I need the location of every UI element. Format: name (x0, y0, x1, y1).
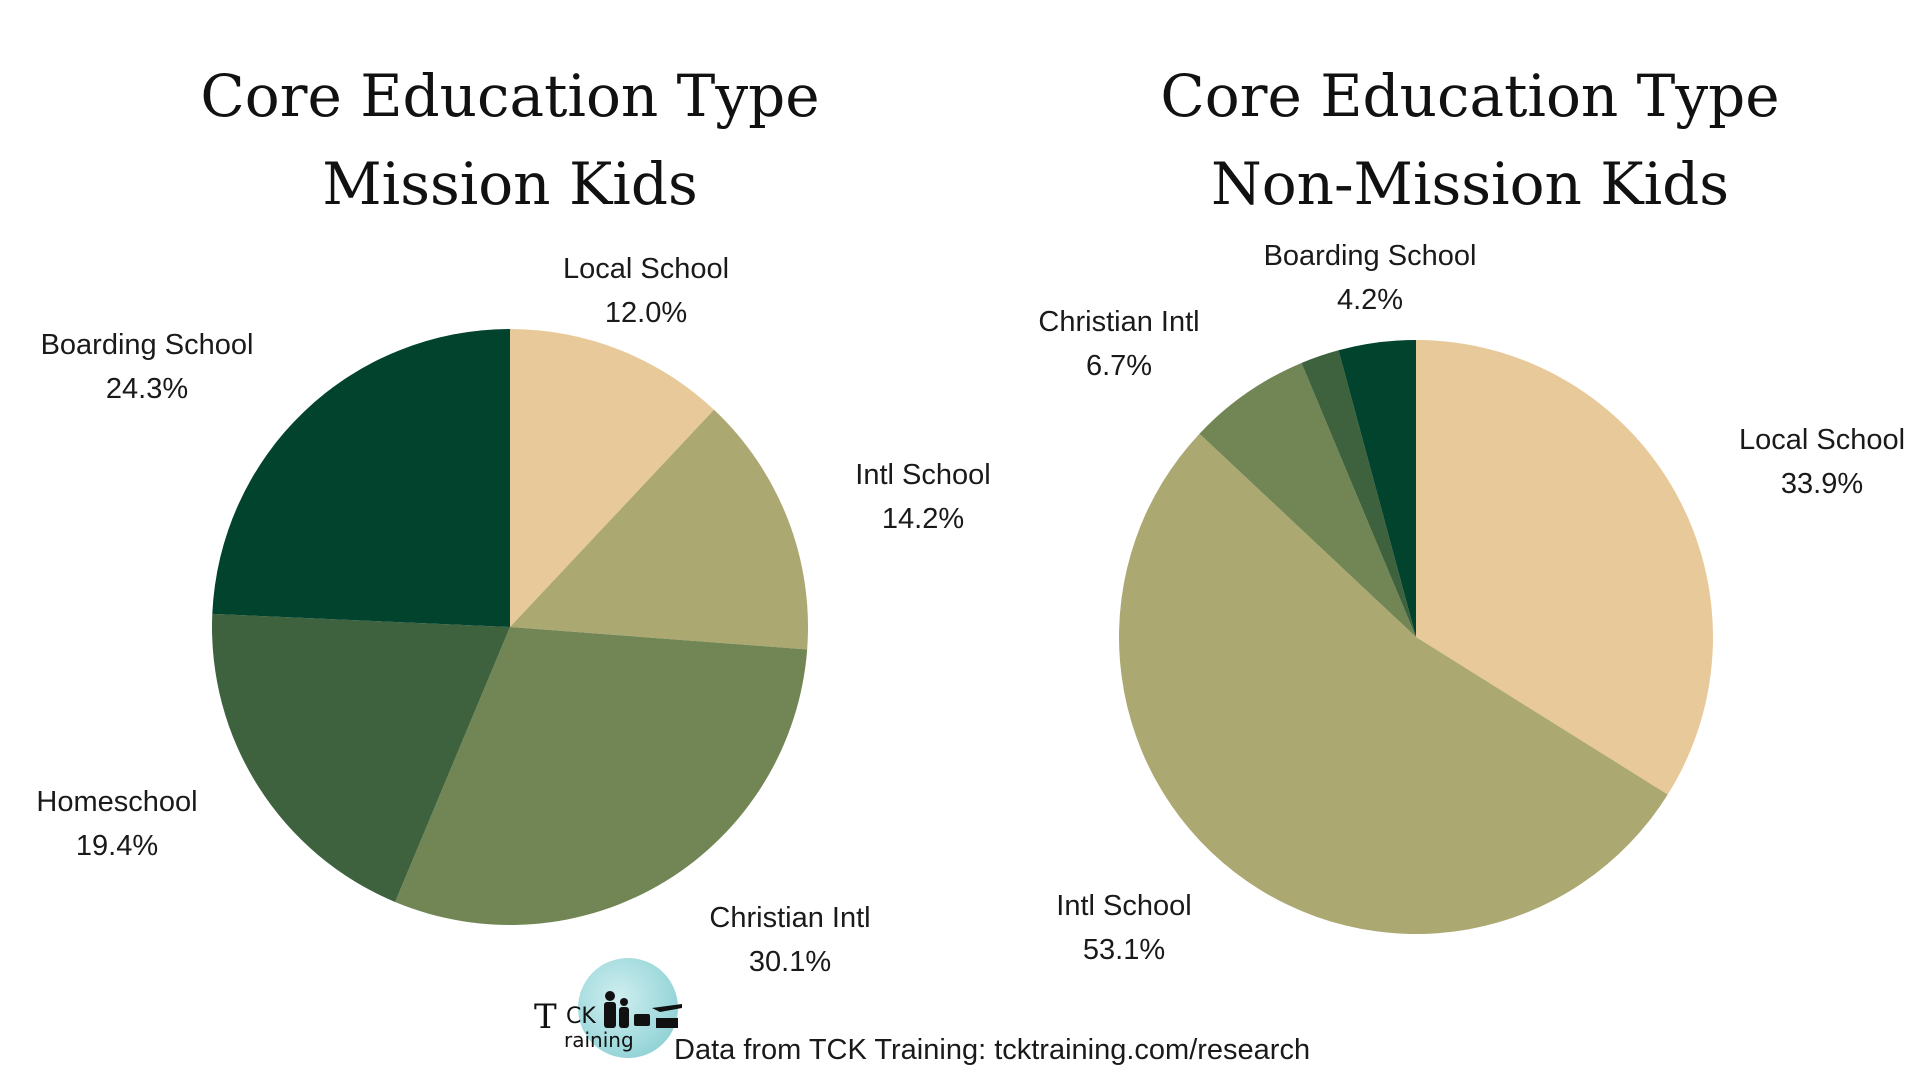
slice-value-label-1-intl-school: 53.1% (1083, 934, 1165, 966)
pie-slice-1-christian-intl (1199, 362, 1416, 637)
title-line-2: Mission Kids (322, 150, 698, 218)
pie-slice-0-homeschool (212, 613, 510, 902)
slice-value-label-0-christian-intl: 30.1% (749, 946, 831, 978)
chart-title-non-mission-kids: Core Education Type Non-Mission Kids (1090, 52, 1850, 228)
pie-slice-1-local-school (1416, 340, 1713, 795)
title-line-1: Core Education Type (200, 62, 820, 130)
pie-slice-0-local-school (510, 329, 714, 627)
slice-value-label-0-local-school: 12.0% (605, 297, 687, 329)
pie-slice-0-boarding-school (212, 329, 510, 627)
tck-training-logo: T CK raining (534, 958, 684, 1068)
slice-value-label-1-christian-intl: 6.7% (1086, 350, 1152, 382)
logo-letter-t: T (534, 997, 557, 1037)
slice-name-label-1-intl-school: Intl School (1056, 890, 1191, 922)
data-source-footer: Data from TCK Training: tcktraining.com/… (674, 1034, 1311, 1066)
slice-name-label-0-intl-school: Intl School (855, 459, 990, 491)
pie-slice-1-intl-school (1118, 433, 1668, 935)
slice-name-label-0-christian-intl: Christian Intl (709, 902, 870, 934)
slice-value-label-1-local-school: 33.9% (1781, 468, 1863, 500)
chart-title-mission-kids: Core Education Type Mission Kids (130, 52, 890, 228)
slice-value-label-0-homeschool: 19.4% (76, 830, 158, 862)
pie-slice-0-christian-intl (395, 627, 808, 925)
title-line-2: Non-Mission Kids (1210, 150, 1730, 218)
slice-value-label-0-intl-school: 14.2% (882, 503, 964, 535)
logo-word-training: raining (564, 1028, 634, 1052)
pie-slice-1-boarding-school (1338, 340, 1416, 637)
logo-letters-ck: CK (566, 1004, 596, 1029)
slice-name-label-0-homeschool: Homeschool (36, 786, 197, 818)
slice-name-label-1-christian-intl: Christian Intl (1038, 306, 1199, 338)
title-line-1: Core Education Type (1160, 62, 1780, 130)
pie-slice-0-intl-school (510, 409, 808, 650)
slice-value-label-0-boarding-school: 24.3% (106, 373, 188, 405)
pie-slice-1-other (1301, 350, 1416, 637)
slice-value-label-1-boarding-school: 4.2% (1337, 284, 1403, 316)
slice-name-label-0-boarding-school: Boarding School (41, 329, 254, 361)
slice-name-label-1-boarding-school: Boarding School (1264, 240, 1477, 272)
slice-name-label-0-local-school: Local School (563, 253, 729, 285)
family-icon (604, 991, 682, 1028)
slice-name-label-1-local-school: Local School (1739, 424, 1905, 456)
